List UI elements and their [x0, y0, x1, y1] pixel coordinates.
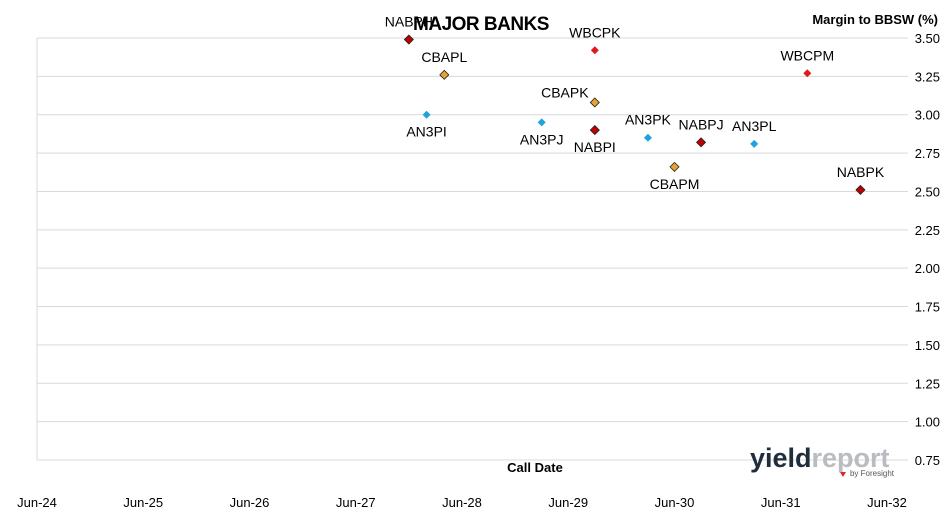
data-point [750, 139, 759, 148]
data-point [589, 97, 600, 108]
data-point [439, 69, 450, 80]
data-point-label: AN3PK [625, 112, 672, 128]
y-tick-label: 2.50 [915, 184, 940, 199]
gridlines [36, 37, 908, 461]
data-point [695, 137, 707, 148]
x-tick-label: Jun-31 [761, 495, 801, 510]
data-point-label: NABPI [574, 139, 616, 155]
x-tick-label: Jun-27 [336, 495, 376, 510]
logo-marker-icon [840, 472, 846, 477]
data-point [589, 125, 600, 136]
point-labels: NABPH CBAPL AN3PI WBCPK CBAPK AN3PJ NABPI AN3PK… [385, 14, 885, 192]
data-point [855, 184, 866, 195]
data-point-label: WBCPK [569, 24, 621, 40]
y-axis-title: Margin to BBSW (%) [812, 12, 938, 27]
x-axis-title: Call Date [507, 460, 563, 475]
yieldreport-logo: yieldreport by Foresight [750, 443, 895, 478]
data-point [590, 46, 599, 55]
logo-yield-text: yield [750, 443, 812, 473]
x-tick-label: Jun-28 [442, 495, 482, 510]
x-tick-label: Jun-25 [123, 495, 163, 510]
y-tick-label: 2.00 [915, 261, 940, 276]
logo-by-text: by Foresight [850, 469, 895, 478]
y-tick-label: 3.50 [915, 31, 940, 46]
x-tick-label: Jun-29 [548, 495, 588, 510]
svg-text:yieldreport: yieldreport [750, 443, 890, 473]
data-point-label: CBAPL [421, 49, 467, 65]
data-point [643, 133, 652, 142]
y-tick-label: 1.00 [915, 415, 940, 430]
x-axis-ticks: Jun-24 Jun-25 Jun-26 Jun-27 Jun-28 Jun-29 Jun-… [17, 495, 907, 510]
y-tick-label: 2.25 [915, 223, 940, 238]
y-tick-label: 0.75 [915, 453, 940, 468]
data-point-label: NABPK [837, 164, 885, 180]
y-tick-label: 2.75 [915, 146, 940, 161]
x-tick-label: Jun-24 [17, 495, 57, 510]
data-point [537, 118, 546, 127]
x-tick-label: Jun-32 [867, 495, 907, 510]
y-axis-ticks: 3.50 3.25 3.00 2.75 2.50 2.25 2.00 1.75 1.50 1.25… [915, 31, 940, 468]
data-point-label: CBAPK [541, 84, 589, 100]
data-point-label: AN3PL [732, 118, 777, 134]
data-point-label: NABPH [385, 14, 433, 30]
data-point-label: AN3PI [406, 124, 446, 140]
x-tick-label: Jun-26 [230, 495, 270, 510]
y-tick-label: 3.25 [915, 69, 940, 84]
data-point-label: WBCPM [780, 47, 834, 63]
data-point-label: AN3PJ [520, 131, 564, 147]
x-tick-label: Jun-30 [655, 495, 695, 510]
data-point [403, 34, 414, 45]
chart-title: MAJOR BANKS [413, 14, 549, 35]
data-point [669, 161, 680, 172]
data-points [403, 34, 866, 195]
data-point-label: NABPJ [679, 116, 724, 132]
data-point [422, 110, 431, 119]
y-tick-label: 1.25 [915, 376, 940, 391]
data-point [803, 69, 812, 78]
y-tick-label: 1.75 [915, 300, 940, 315]
logo-report-text: report [812, 443, 890, 473]
data-point-label: CBAPM [650, 176, 700, 192]
y-tick-label: 1.50 [915, 338, 940, 353]
y-tick-label: 3.00 [915, 108, 940, 123]
